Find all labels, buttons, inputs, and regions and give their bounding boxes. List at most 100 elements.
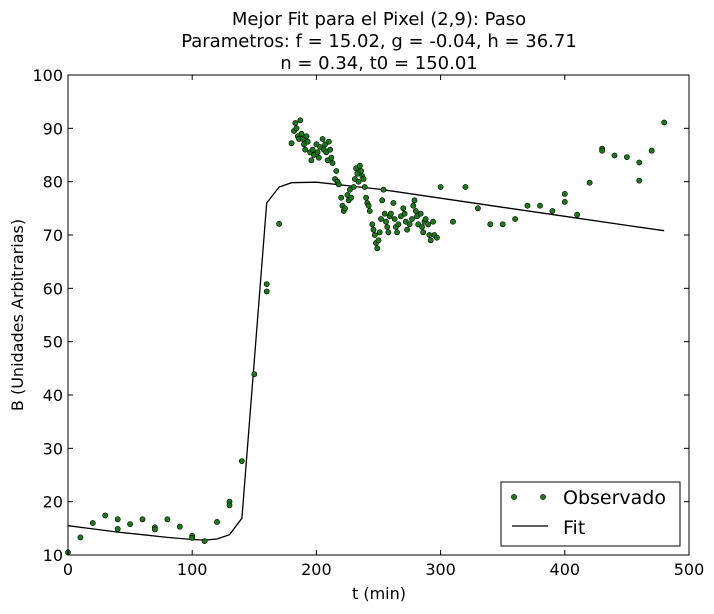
observed-point-98 — [394, 229, 400, 236]
observed-point-54 — [333, 168, 340, 174]
observed-point-136 — [586, 179, 593, 186]
observed-point-142 — [636, 159, 643, 166]
observed-point-41 — [314, 149, 321, 156]
x-tick-label-0: 0 — [63, 560, 73, 579]
observed-point-112 — [417, 210, 424, 217]
y-axis-label: B (Unidades Arbitrarias) — [8, 219, 27, 411]
observed-point-102 — [401, 210, 408, 217]
observed-point-3 — [102, 512, 109, 519]
observed-point-108 — [411, 197, 418, 204]
observed-point-90 — [383, 218, 389, 225]
observed-point-131 — [537, 202, 543, 209]
observed-point-128 — [499, 221, 506, 228]
observed-point-42 — [315, 154, 322, 161]
y-tick-label-70: 70 — [43, 226, 63, 245]
observed-point-22 — [276, 220, 282, 227]
axis-ticks: 0 100 200 300 400 500 10 20 30 40 50 60 70 80 90 100 — [32, 66, 704, 579]
y-tick-label-80: 80 — [43, 173, 63, 192]
y-tick-label-60: 60 — [43, 279, 63, 298]
y-tick-label-30: 30 — [43, 439, 63, 458]
legend-fit-label: Fit — [563, 517, 585, 539]
observed-point-10 — [164, 516, 171, 523]
observed-point-109 — [412, 208, 419, 214]
observed-point-35 — [304, 138, 311, 145]
observed-point-101 — [400, 205, 407, 212]
observed-point-81 — [371, 232, 378, 238]
observed-point-139 — [611, 152, 618, 159]
observed-point-25 — [292, 120, 299, 126]
observed-point-135 — [574, 211, 581, 218]
observed-point-51 — [328, 154, 335, 161]
y-tick-label-90: 90 — [43, 119, 63, 138]
plot-area-frame — [67, 74, 690, 556]
observed-point-96 — [391, 216, 398, 222]
observed-point-123 — [437, 184, 444, 190]
observed-point-143 — [648, 147, 655, 154]
observed-point-95 — [390, 200, 397, 206]
observed-point-130 — [524, 202, 531, 209]
observed-point-118 — [426, 232, 433, 238]
observed-point-7 — [139, 516, 146, 523]
observed-point-141 — [636, 177, 643, 184]
observed-point-56 — [335, 181, 342, 188]
observed-point-65 — [350, 184, 357, 190]
observed-point-117 — [425, 221, 432, 228]
observed-point-71 — [358, 168, 364, 174]
observed-point-50 — [327, 146, 333, 153]
observed-point-79 — [369, 221, 376, 228]
observed-point-126 — [474, 205, 481, 212]
observed-point-2 — [89, 520, 96, 526]
y-tick-label-40: 40 — [43, 386, 63, 405]
observed-point-116 — [422, 216, 429, 222]
y-tick-label-10: 10 — [43, 546, 63, 565]
observed-point-14 — [201, 538, 208, 544]
observed-point-125 — [462, 184, 469, 190]
x-tick-label-500: 500 — [674, 560, 705, 579]
observed-point-127 — [487, 221, 494, 228]
title-line-1: Mejor Fit para el Pixel (2,9): Paso — [232, 9, 526, 30]
observed-series — [65, 117, 668, 556]
observed-point-138 — [599, 147, 605, 154]
observed-point-77 — [365, 202, 372, 209]
legend-observed-marker-1 — [511, 494, 517, 500]
observed-point-91 — [384, 224, 391, 230]
observed-point-69 — [355, 178, 362, 185]
observed-point-88 — [380, 186, 387, 193]
observed-point-133 — [561, 190, 568, 197]
observed-point-60 — [342, 205, 348, 212]
observed-point-84 — [375, 237, 382, 244]
observed-point-29 — [297, 117, 304, 124]
observed-point-11 — [176, 523, 183, 530]
observed-point-49 — [325, 138, 332, 145]
observed-point-106 — [409, 216, 415, 222]
observed-point-44 — [319, 136, 326, 142]
observed-point-64 — [348, 194, 355, 201]
observed-point-144 — [661, 119, 668, 126]
observed-point-132 — [549, 208, 556, 214]
observed-point-52 — [329, 160, 336, 166]
x-axis-label: t (min) — [352, 584, 406, 603]
observed-point-94 — [387, 210, 394, 217]
y-tick-label-20: 20 — [43, 493, 63, 512]
observed-point-1 — [77, 534, 84, 541]
title-line-3: n = 0.34, t0 = 150.01 — [280, 53, 477, 74]
x-tick-label-400: 400 — [550, 560, 581, 579]
observed-point-30 — [298, 130, 305, 137]
y-tick-label-100: 100 — [32, 66, 63, 85]
observed-point-33 — [302, 146, 309, 153]
observed-point-19 — [251, 371, 258, 378]
legend-observed-marker-2 — [540, 494, 546, 500]
observed-point-20 — [263, 281, 270, 287]
observed-point-18 — [238, 458, 245, 464]
observed-point-134 — [561, 198, 568, 205]
observed-point-5 — [114, 526, 121, 532]
observed-point-107 — [410, 202, 417, 209]
observed-point-13 — [189, 535, 196, 541]
observed-point-23 — [288, 140, 295, 147]
observed-point-140 — [624, 154, 630, 160]
title-line-2: Parametros: f = 15.02, g = -0.04, h = 36… — [181, 31, 577, 52]
observed-point-80 — [370, 226, 377, 233]
observed-point-78 — [366, 208, 373, 214]
observed-point-87 — [379, 197, 386, 204]
